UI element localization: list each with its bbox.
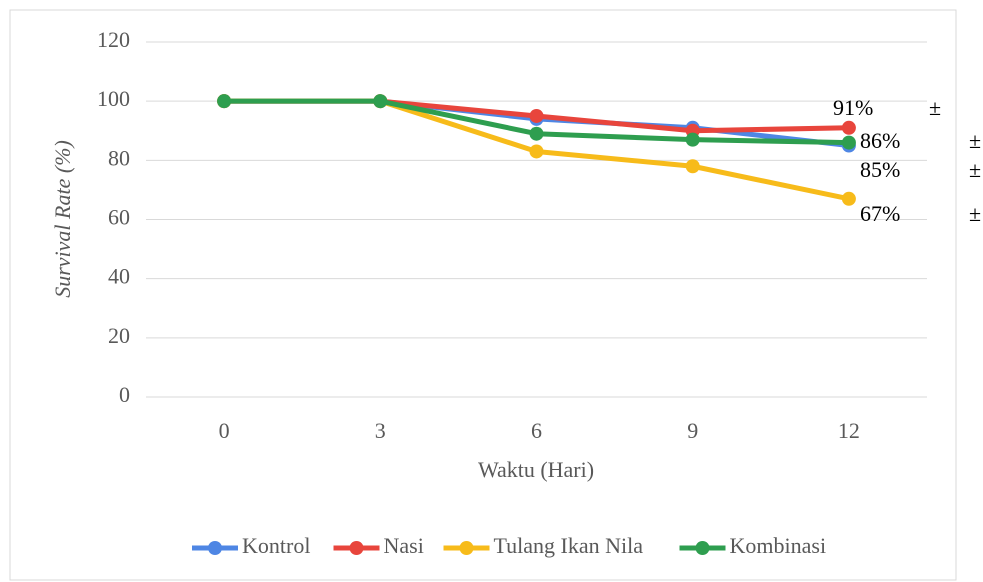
y-tick-label: 120 <box>97 27 130 52</box>
data-point <box>841 135 856 150</box>
data-label: 91% <box>833 95 873 120</box>
data-label-note: ± <box>969 201 981 226</box>
y-tick-label: 40 <box>108 264 130 289</box>
data-point <box>529 144 544 159</box>
data-label: 86% <box>860 128 900 153</box>
y-tick-label: 0 <box>119 382 130 407</box>
legend-marker <box>208 541 222 555</box>
legend-label: Kontrol <box>242 533 310 558</box>
data-point <box>685 132 700 147</box>
legend-label: Tulang Ikan Nila <box>494 533 644 558</box>
x-tick-label: 6 <box>531 418 542 443</box>
legend-marker <box>695 541 710 555</box>
data-label-note: ± <box>969 128 981 153</box>
y-tick-label: 80 <box>108 145 130 170</box>
data-label-note: ± <box>969 157 981 182</box>
legend-label: Nasi <box>384 533 424 558</box>
x-tick-label: 0 <box>219 418 230 443</box>
x-tick-label: 9 <box>687 418 698 443</box>
data-point <box>529 126 544 141</box>
y-tick-label: 60 <box>108 205 130 230</box>
data-point <box>373 94 388 109</box>
legend-marker <box>459 541 474 555</box>
data-point <box>529 108 544 123</box>
data-label: 85% <box>860 157 900 182</box>
data-point <box>217 94 232 109</box>
y-tick-label: 100 <box>97 86 130 111</box>
x-axis-label: Waktu (Hari) <box>478 457 594 482</box>
legend-marker <box>349 541 364 555</box>
chart-border <box>9 9 957 581</box>
data-point <box>841 191 856 206</box>
data-label: 67% <box>860 201 900 226</box>
data-point <box>841 120 856 135</box>
x-tick-label: 12 <box>838 418 860 443</box>
data-label-note: ± <box>929 95 941 120</box>
x-tick-label: 3 <box>375 418 386 443</box>
data-point <box>685 159 700 174</box>
legend-label: Kombinasi <box>730 533 827 558</box>
y-axis-label: Survival Rate (%) <box>50 140 75 298</box>
y-tick-label: 20 <box>108 323 130 348</box>
